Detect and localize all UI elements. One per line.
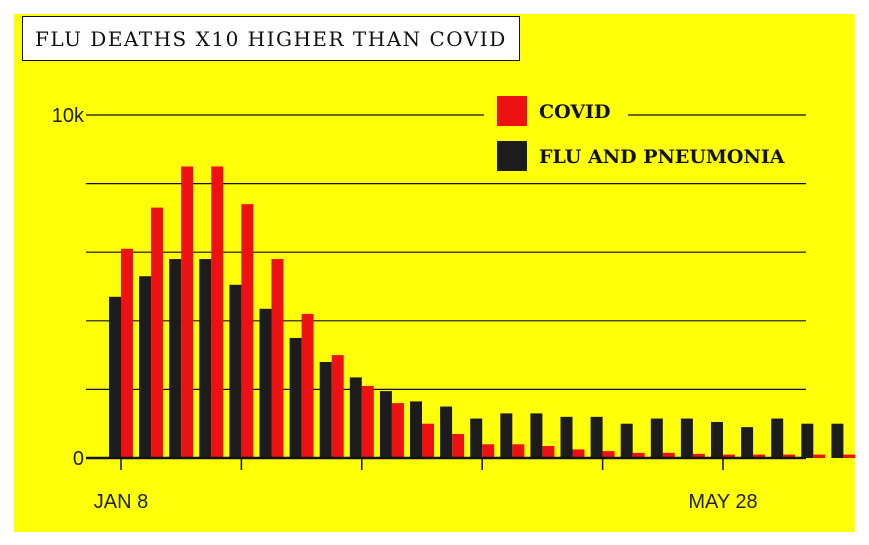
bar-flu-and-pneumonia	[259, 308, 272, 458]
bar-covid	[452, 433, 465, 458]
legend-swatch-flu-and-pneumonia	[497, 141, 527, 171]
bar-covid	[121, 248, 133, 458]
bar-covid	[241, 204, 254, 458]
bar-covid	[753, 454, 766, 458]
x-axis-labels: JAN 8 MAY 28	[94, 491, 758, 513]
bar-flu-and-pneumonia	[831, 423, 844, 458]
bar-covid	[813, 454, 826, 458]
bar-covid	[542, 445, 555, 458]
legend-label-covid: COVID	[539, 101, 610, 123]
bar-flu-and-pneumonia	[319, 361, 332, 458]
bar-flu-and-pneumonia	[590, 416, 603, 458]
x-tick-label: JAN 8	[94, 491, 148, 513]
bar-covid	[361, 385, 374, 458]
bar-covid	[783, 454, 796, 458]
bar-covid	[301, 313, 314, 458]
bar-covid	[391, 403, 404, 458]
bar-covid	[843, 454, 856, 458]
x-axis-ticks	[120, 458, 724, 470]
bar-flu-and-pneumonia	[801, 423, 814, 458]
bar-flu-and-pneumonia	[440, 406, 453, 458]
bar-covid	[572, 449, 585, 458]
bar-flu-and-pneumonia	[711, 421, 723, 458]
chart-title: FLU DEATHS X10 HIGHER THAN COVID	[22, 16, 520, 61]
bar-flu-and-pneumonia	[680, 418, 693, 458]
bar-flu-and-pneumonia	[199, 259, 212, 458]
bar-covid	[602, 451, 615, 458]
bar-flu-and-pneumonia	[169, 259, 182, 458]
legend-swatch-covid	[497, 96, 527, 126]
bar-flu-and-pneumonia	[289, 337, 302, 458]
bars	[109, 166, 856, 458]
bar-covid	[271, 259, 284, 458]
bar-flu-and-pneumonia	[379, 391, 392, 458]
bar-flu-and-pneumonia	[470, 418, 483, 458]
bar-covid	[692, 453, 705, 458]
y-tick-label: 0	[73, 448, 84, 470]
bar-covid	[181, 166, 194, 458]
bar-covid	[331, 355, 344, 458]
bar-flu-and-pneumonia	[620, 423, 633, 458]
legend-label-flu-and-pneumonia: FLU AND PNEUMONIA	[539, 146, 785, 168]
bar-flu-and-pneumonia	[771, 418, 784, 458]
bar-covid	[422, 423, 434, 458]
bar-covid	[151, 207, 164, 458]
bar-flu-and-pneumonia	[139, 276, 152, 458]
y-axis-labels: 0 10k	[52, 105, 85, 470]
bar-flu-and-pneumonia	[109, 296, 121, 458]
bar-flu-and-pneumonia	[410, 401, 422, 458]
bar-covid	[482, 444, 495, 458]
bar-flu-and-pneumonia	[500, 413, 513, 458]
x-tick-label: MAY 28	[688, 491, 757, 513]
legend: COVID FLU AND PNEUMONIA	[484, 92, 814, 180]
bar-covid	[512, 444, 525, 458]
bar-flu-and-pneumonia	[349, 377, 362, 458]
bar-flu-and-pneumonia	[530, 413, 543, 458]
y-tick-label: 10k	[52, 105, 85, 127]
bar-covid	[662, 452, 675, 458]
bar-flu-and-pneumonia	[650, 418, 663, 458]
legend-background	[484, 92, 814, 180]
bar-covid	[723, 454, 735, 458]
bar-covid	[632, 452, 645, 458]
bar-flu-and-pneumonia	[560, 416, 573, 458]
bar-covid	[211, 166, 224, 458]
bar-flu-and-pneumonia	[229, 284, 242, 458]
bar-flu-and-pneumonia	[741, 427, 754, 458]
